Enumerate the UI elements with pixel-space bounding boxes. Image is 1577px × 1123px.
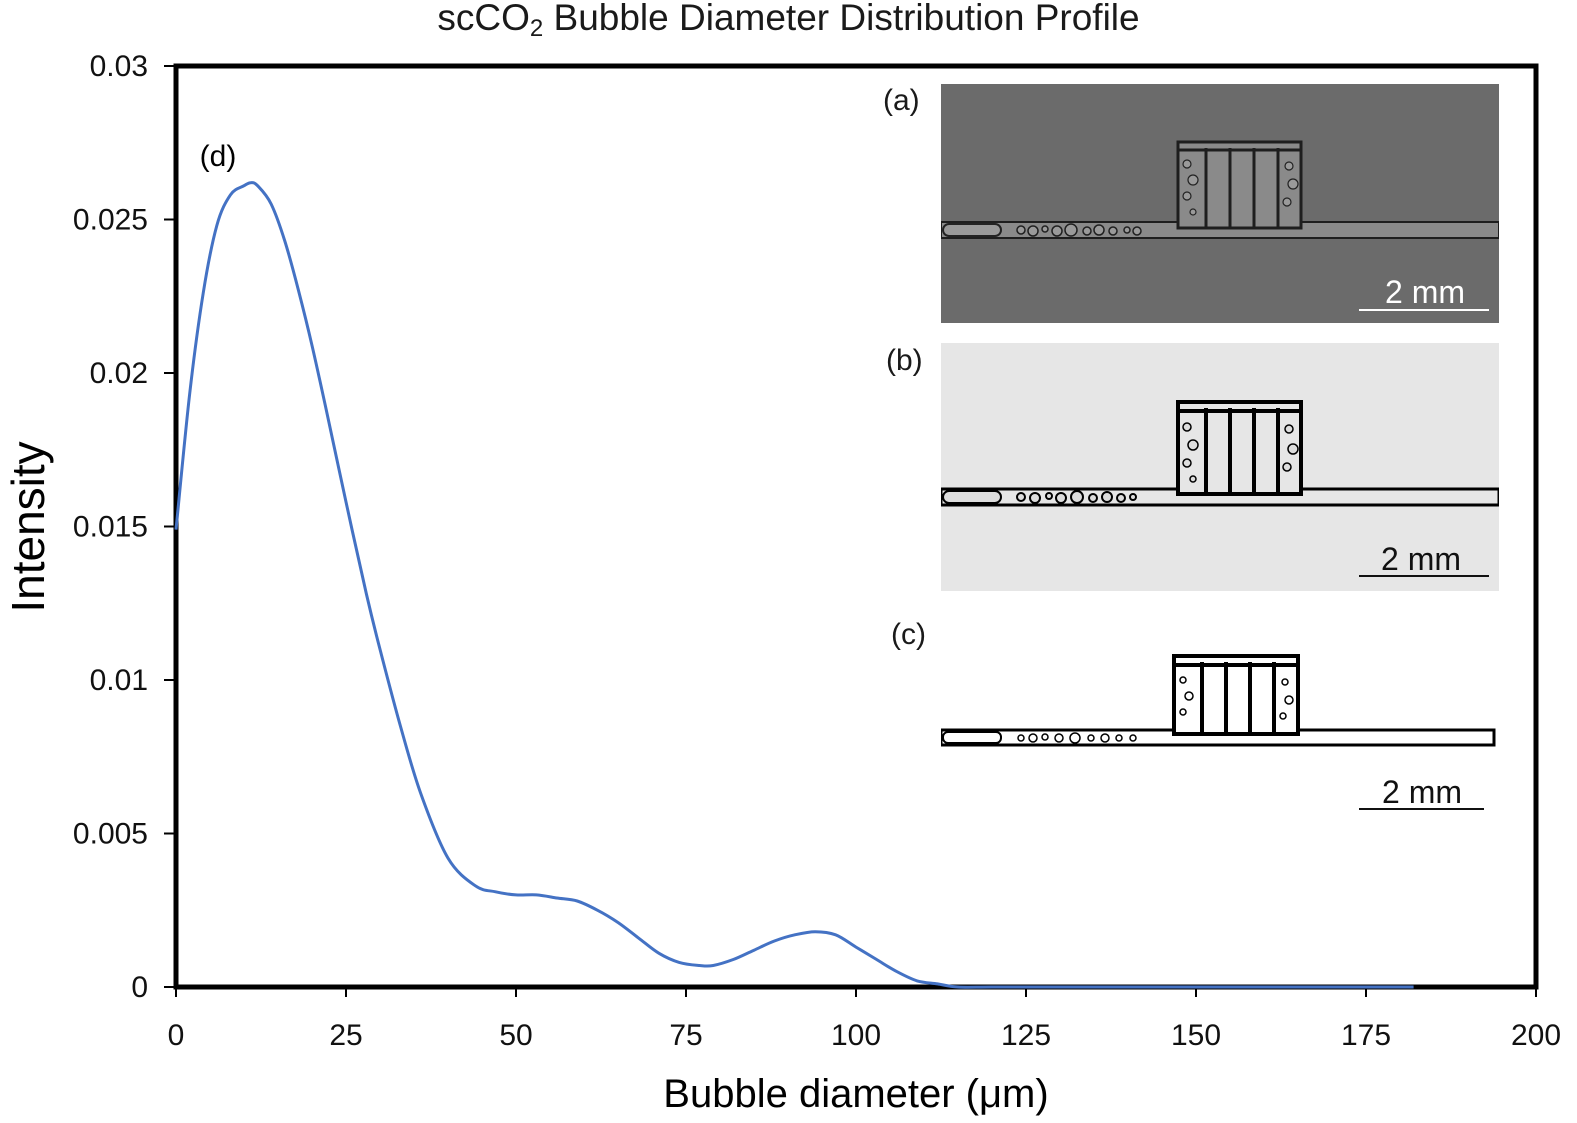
chart-title: scCO2 Bubble Diameter Distribution Profi… [0, 0, 1577, 51]
inset-c-scale-label: 2 mm [1382, 774, 1462, 810]
series-line-distribution [174, 181, 1414, 989]
inset-c-microchannel: 2 mm [941, 654, 1496, 810]
x-tick-label: 50 [499, 1019, 532, 1052]
inset-a-microchannel: 2 mm [941, 140, 1499, 311]
title-main-text: scCO [437, 0, 530, 38]
y-tick-label: 0.01 [90, 664, 148, 697]
y-tick-label: 0.025 [73, 204, 148, 237]
inset-c-image: 2 mm [941, 650, 1499, 815]
inset-a-scale-label: 2 mm [1385, 274, 1465, 310]
axes-layer: 0 25 50 75 100 125 150 175 200 0 0.005 0.01 0.015 0.0… [73, 50, 1561, 1052]
inset-b-image: 2 mm [941, 343, 1499, 591]
x-tick-label: 175 [1341, 1019, 1391, 1052]
y-tick-label: 0.02 [90, 357, 148, 390]
y-tick-label: 0.03 [90, 50, 148, 83]
y-tick-label: 0.005 [73, 818, 148, 851]
x-tick-label: 75 [669, 1019, 702, 1052]
x-axis-label: Bubble diameter (μm) [663, 1072, 1048, 1116]
inset-b-scale-label: 2 mm [1381, 541, 1461, 577]
x-tick-label: 25 [329, 1019, 362, 1052]
inset-b-label: (b) [886, 344, 923, 377]
annotation-d: (d) [200, 140, 237, 173]
y-tick-label: 0.015 [73, 511, 148, 544]
title-subscript: 2 [529, 15, 544, 42]
inset-c-label: (c) [891, 618, 926, 651]
x-tick-label: 125 [1001, 1019, 1051, 1052]
y-axis-label: Intensity [2, 441, 54, 612]
x-tick-label: 150 [1171, 1019, 1221, 1052]
inset-a-image: 2 mm [941, 84, 1499, 323]
inset-b-microchannel: 2 mm [941, 400, 1499, 577]
y-tick-label: 0 [131, 971, 148, 1004]
x-tick-label: 200 [1511, 1019, 1561, 1052]
x-tick-label: 100 [831, 1019, 881, 1052]
title-suffix-text: Bubble Diameter Distribution Profile [543, 0, 1140, 38]
inset-a-label: (a) [883, 84, 920, 117]
x-tick-label: 0 [168, 1019, 185, 1052]
